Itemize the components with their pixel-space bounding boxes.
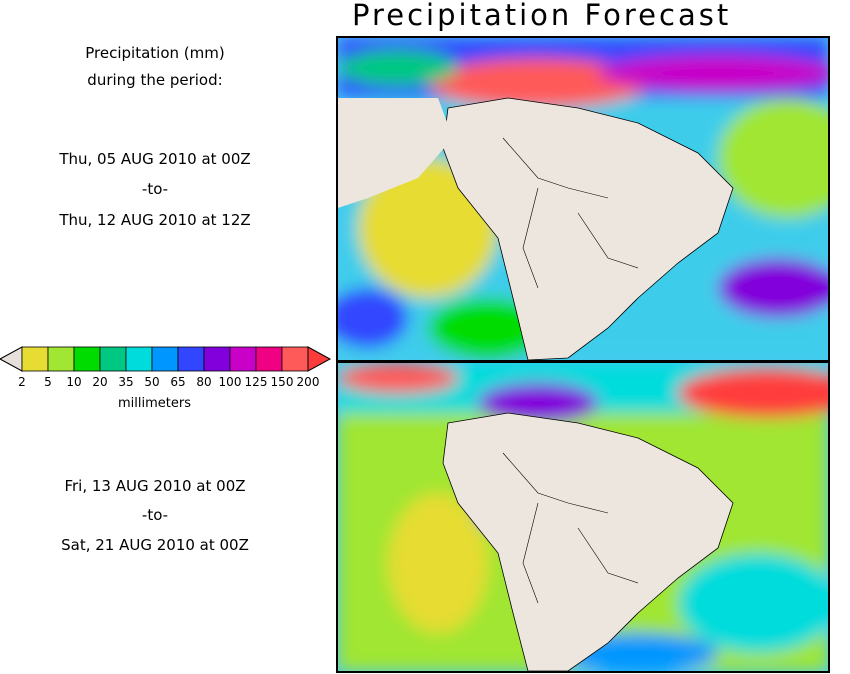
legend-over-arrow: [307, 346, 332, 372]
legend-swatch: [151, 346, 179, 372]
legend-tick-label: 100: [218, 375, 242, 389]
legend-tick-label: 150: [270, 375, 294, 389]
period2-end: Sat, 21 AUG 2010 at 00Z: [61, 536, 249, 554]
legend-tick-label: 200: [296, 375, 320, 389]
legend-under-arrow: [0, 346, 23, 372]
legend-swatch: [203, 346, 231, 372]
legend-swatch: [21, 346, 49, 372]
legend-tick-label: 10: [66, 375, 82, 389]
legend-tick-label: 20: [92, 375, 108, 389]
map-period1: [336, 36, 830, 362]
period1-sep: -to-: [141, 180, 169, 198]
south-america-landmass: [442, 97, 734, 360]
legend-swatch: [281, 346, 309, 372]
legend-swatch: [177, 346, 205, 372]
legend-tick-label: 5: [44, 375, 52, 389]
header-line1: Precipitation (mm): [85, 44, 225, 62]
legend-tick-label: 125: [244, 375, 268, 389]
legend-swatch: [255, 346, 283, 372]
period2-sep: -to-: [141, 506, 169, 524]
period1-end: Thu, 12 AUG 2010 at 12Z: [59, 211, 251, 229]
legend-swatch: [73, 346, 101, 372]
legend-swatch: [125, 346, 153, 372]
legend-tick-label: 50: [144, 375, 160, 389]
legend-tick-label: 80: [196, 375, 212, 389]
period1-start: Thu, 05 AUG 2010 at 00Z: [59, 150, 251, 168]
legend-swatch: [99, 346, 127, 372]
period2-start: Fri, 13 AUG 2010 at 00Z: [64, 477, 246, 495]
south-america-landmass: [442, 412, 734, 671]
legend-units: millimeters: [118, 396, 191, 411]
legend-tick-label: 2: [18, 375, 26, 389]
legend-tick-label: 35: [118, 375, 134, 389]
color-legend: [0, 346, 332, 372]
chart-title: Precipitation Forecast: [352, 0, 732, 32]
legend-swatch: [47, 346, 75, 372]
header-line2: during the period:: [87, 71, 223, 89]
legend-swatch: [229, 346, 257, 372]
map-period2: [336, 361, 830, 673]
legend-tick-label: 65: [170, 375, 186, 389]
